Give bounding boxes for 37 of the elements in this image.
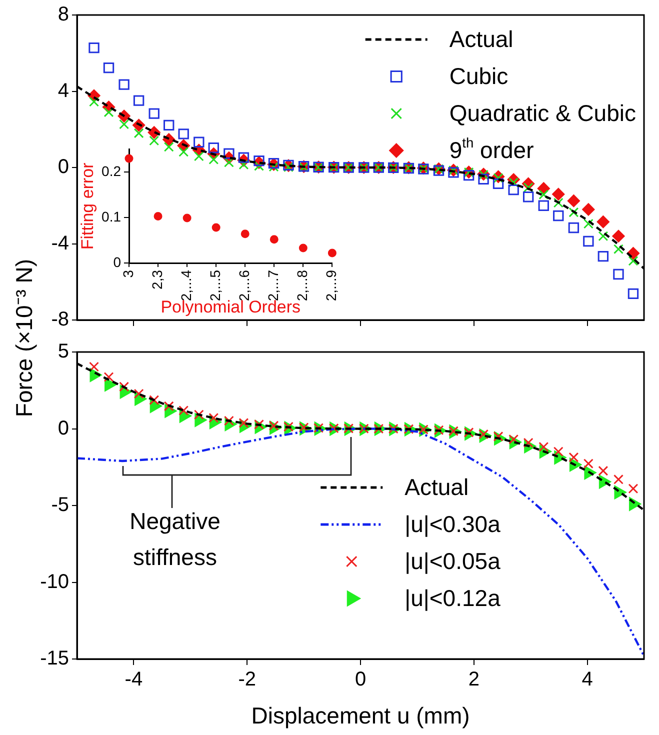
legend-label: Actual [404,474,469,500]
x-axis-title: Displacement u (mm) [251,702,470,729]
y-tick-label: 0 [58,156,69,178]
y-tick-label: 0 [113,254,122,270]
y-tick-label: 0 [58,417,69,440]
y-axis-title: Fitting error [78,162,97,250]
x-tick-label: 2,...4 [178,270,194,302]
y-tick-label: 5 [58,340,69,363]
legend-label: |u|<0.12a [404,584,501,611]
y-tick-label: -4 [51,232,69,254]
y-tick-label: 8 [58,4,69,26]
legend-label: Quadratic & Cubic [449,100,636,126]
x-tick-label: 0 [354,668,366,691]
x-tick-label: -2 [238,668,256,691]
y-tick-label: -10 [40,570,69,593]
x-tick-label: 2,...9 [323,270,340,302]
y-tick-label: 4 [58,80,69,102]
x-tick-label: 2,3 [148,270,165,290]
legend-label: |u|<0.30a [404,510,501,537]
y-tick-label: -15 [40,648,69,670]
x-tick-label: 2,...5 [206,270,223,302]
y-tick-label: 0.1 [102,208,122,224]
legend-label: Actual [449,26,514,52]
y-axis-title: Force (×10⁻³ N) [10,258,38,420]
x-tick-label: 2,...7 [265,270,281,302]
x-tick-label: 2 [468,668,480,691]
x-tick-label: 3 [120,270,136,278]
x-tick-label: 2,...6 [236,270,252,302]
y-tick-label: -5 [51,494,69,516]
legend-label: Cubic [449,62,508,89]
y-tick-label: -8 [51,308,69,331]
legend-label: |u|<0.05a [404,548,501,574]
y-tick-label: 0.2 [102,162,122,179]
x-tick-label: 2,...8 [294,270,310,302]
x-tick-label: 4 [582,668,593,691]
annotation: Negative stiffness [128,507,222,572]
x-tick-label: -4 [124,668,143,691]
